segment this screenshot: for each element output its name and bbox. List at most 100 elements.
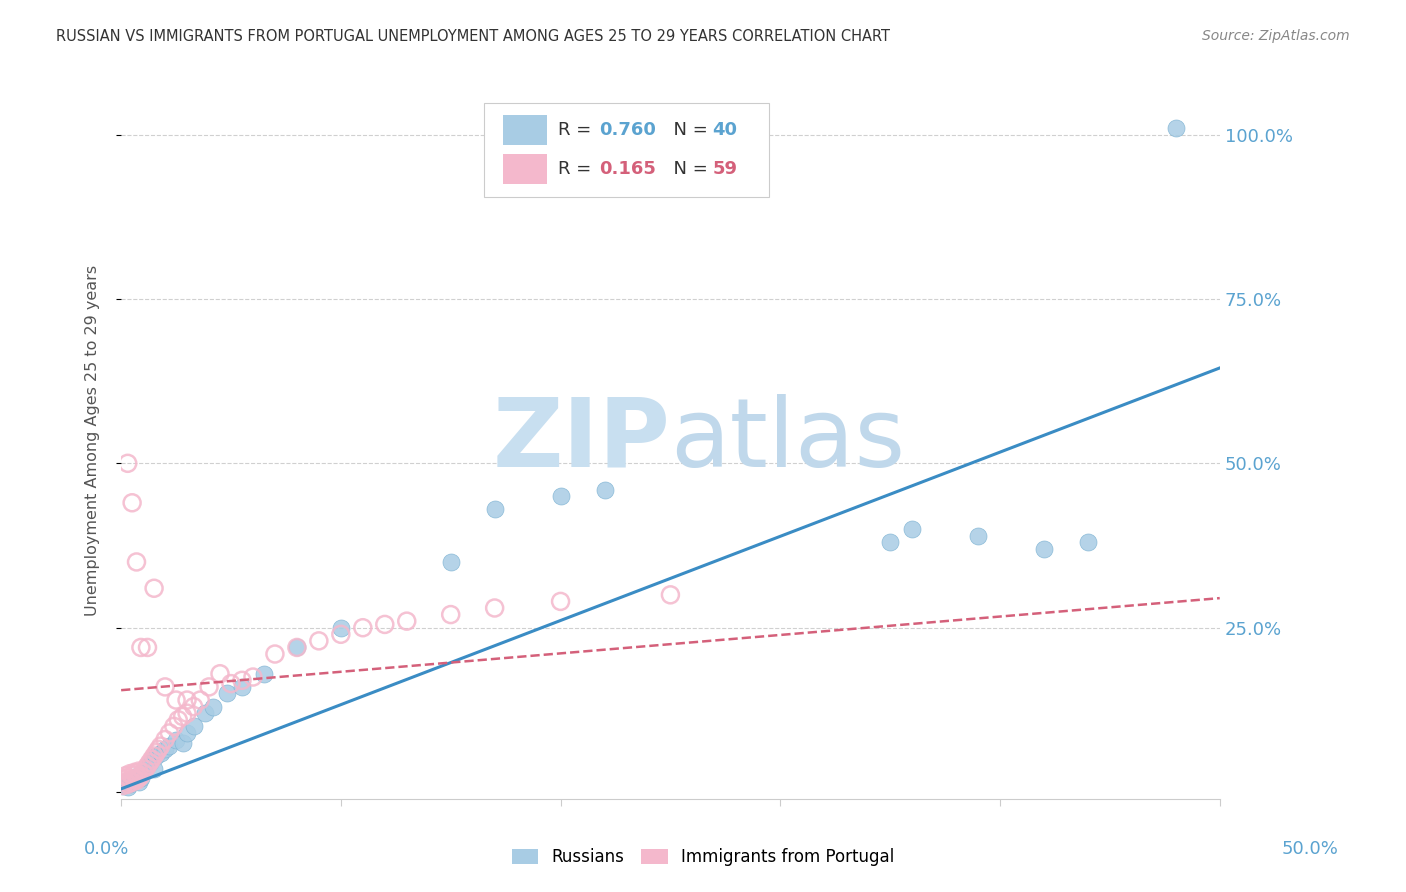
Text: ZIP: ZIP — [492, 393, 671, 487]
Point — [134, 762, 156, 776]
Point — [159, 739, 181, 753]
Point — [125, 773, 148, 788]
Point — [117, 771, 139, 785]
FancyBboxPatch shape — [503, 153, 547, 184]
Text: 59: 59 — [713, 160, 737, 178]
Point — [128, 771, 150, 785]
Point — [114, 769, 136, 783]
Point — [143, 762, 166, 776]
Point — [117, 777, 139, 791]
Point — [550, 594, 572, 608]
Text: 0.165: 0.165 — [599, 160, 655, 178]
Point — [132, 765, 155, 780]
Y-axis label: Unemployment Among Ages 25 to 29 years: Unemployment Among Ages 25 to 29 years — [86, 265, 100, 615]
Text: Source: ZipAtlas.com: Source: ZipAtlas.com — [1202, 29, 1350, 43]
Point — [1077, 535, 1099, 549]
Text: 50.0%: 50.0% — [1282, 840, 1339, 858]
Point — [132, 765, 155, 780]
Point — [395, 614, 418, 628]
Point — [145, 748, 167, 763]
Point — [124, 772, 146, 786]
Point — [231, 680, 253, 694]
Point — [112, 772, 135, 786]
Text: N =: N = — [662, 160, 713, 178]
Point — [138, 756, 160, 770]
Point — [484, 601, 506, 615]
Point — [121, 773, 143, 788]
Point — [125, 769, 148, 783]
Point — [374, 617, 396, 632]
Point — [194, 706, 217, 721]
Point — [118, 777, 141, 791]
Point — [484, 502, 506, 516]
Point — [879, 535, 901, 549]
Point — [117, 780, 139, 794]
Legend: Russians, Immigrants from Portugal: Russians, Immigrants from Portugal — [505, 842, 901, 873]
Text: atlas: atlas — [671, 393, 905, 487]
Text: 0.760: 0.760 — [599, 121, 655, 139]
Point — [145, 746, 167, 760]
Point — [167, 713, 190, 727]
Point — [153, 742, 176, 756]
Point — [124, 765, 146, 780]
Point — [136, 759, 159, 773]
Point — [215, 686, 238, 700]
Point — [440, 555, 463, 569]
Point — [1164, 120, 1187, 135]
Text: N =: N = — [662, 121, 713, 139]
Point — [165, 732, 187, 747]
Point — [153, 732, 176, 747]
Point — [148, 742, 170, 756]
Text: RUSSIAN VS IMMIGRANTS FROM PORTUGAL UNEMPLOYMENT AMONG AGES 25 TO 29 YEARS CORRE: RUSSIAN VS IMMIGRANTS FROM PORTUGAL UNEM… — [56, 29, 890, 44]
Point — [176, 706, 198, 721]
Text: R =: R = — [558, 121, 598, 139]
Point — [165, 693, 187, 707]
Point — [159, 726, 181, 740]
Point — [141, 752, 163, 766]
Point — [176, 693, 198, 707]
Point — [118, 773, 141, 788]
Point — [285, 640, 308, 655]
Point — [143, 748, 166, 763]
Point — [219, 676, 242, 690]
Point — [129, 771, 152, 785]
Point — [1032, 541, 1054, 556]
Point — [129, 640, 152, 655]
Point — [242, 670, 264, 684]
Point — [198, 680, 221, 694]
Point — [136, 759, 159, 773]
Point — [112, 779, 135, 793]
Point — [125, 555, 148, 569]
Point — [163, 719, 186, 733]
Point — [128, 764, 150, 778]
Point — [231, 673, 253, 688]
Point — [129, 769, 152, 783]
Point — [208, 666, 231, 681]
Point — [121, 496, 143, 510]
Point — [149, 746, 172, 760]
Point — [188, 693, 211, 707]
Text: 0.0%: 0.0% — [84, 840, 129, 858]
Point — [172, 736, 194, 750]
Point — [112, 779, 135, 793]
Point — [352, 621, 374, 635]
Point — [593, 483, 616, 497]
Point — [285, 640, 308, 655]
Point — [176, 726, 198, 740]
Point — [967, 529, 990, 543]
Point — [118, 766, 141, 780]
Point — [117, 456, 139, 470]
Point — [550, 489, 572, 503]
Point — [136, 640, 159, 655]
Point — [183, 719, 205, 733]
Point — [153, 680, 176, 694]
Point — [329, 621, 352, 635]
Point — [121, 775, 143, 789]
Point — [114, 775, 136, 789]
Point — [183, 699, 205, 714]
Point — [264, 647, 287, 661]
Point — [202, 699, 225, 714]
Point — [659, 588, 682, 602]
Point — [138, 756, 160, 770]
Point — [329, 627, 352, 641]
